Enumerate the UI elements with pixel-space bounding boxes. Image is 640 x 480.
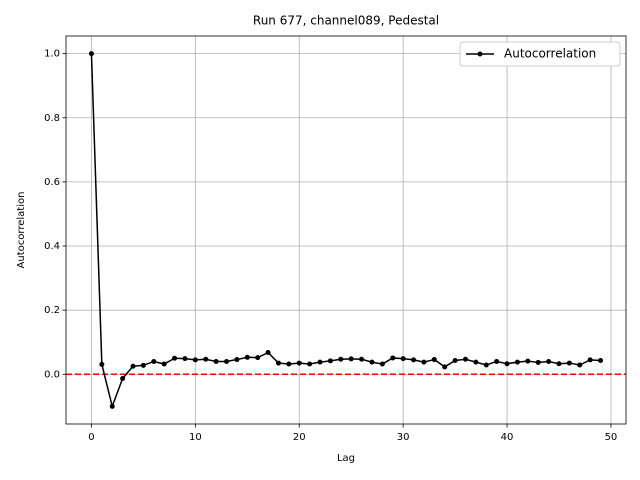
- x-tick-label: 20: [293, 432, 306, 443]
- point: [224, 358, 230, 364]
- point: [275, 360, 281, 366]
- y-tick-label: 0.8: [44, 113, 60, 124]
- point: [192, 357, 198, 363]
- point: [535, 359, 541, 365]
- point: [494, 358, 500, 364]
- point: [99, 361, 105, 367]
- point: [421, 359, 427, 365]
- y-axis-label: Autocorrelation: [16, 192, 27, 269]
- point: [577, 362, 583, 368]
- point: [348, 356, 354, 362]
- x-tick-label: 0: [88, 432, 94, 443]
- point: [244, 354, 250, 360]
- point: [109, 403, 115, 409]
- point: [452, 358, 458, 364]
- point: [462, 356, 468, 362]
- point: [213, 358, 219, 364]
- point: [390, 355, 396, 361]
- point: [265, 349, 271, 355]
- legend-marker: [477, 51, 483, 57]
- x-tick-label: 40: [501, 432, 514, 443]
- point: [203, 356, 209, 362]
- plot-frame: [65, 35, 627, 425]
- point: [400, 356, 406, 362]
- point: [379, 361, 385, 367]
- point: [359, 356, 365, 362]
- point: [546, 358, 552, 364]
- point: [296, 360, 302, 366]
- point: [286, 361, 292, 367]
- series-line: [90, 53, 601, 409]
- point: [317, 359, 323, 365]
- x-tick-label: 50: [605, 432, 618, 443]
- point: [556, 361, 562, 367]
- x-axis-label: Lag: [337, 453, 355, 464]
- x-tick-label: 10: [189, 432, 202, 443]
- point: [514, 359, 520, 365]
- y-tick-label: 1.0: [44, 49, 60, 60]
- point: [338, 356, 344, 362]
- point: [598, 358, 604, 364]
- point: [182, 356, 188, 362]
- y-tick-label: 0.0: [44, 369, 60, 380]
- point: [442, 364, 448, 370]
- chart-title: Run 677, channel089, Pedestal: [253, 14, 439, 28]
- point: [483, 362, 489, 368]
- point: [587, 357, 593, 363]
- point: [130, 363, 136, 369]
- point: [255, 355, 261, 361]
- x-tick-label: 30: [397, 432, 410, 443]
- legend-label: Autocorrelation: [504, 47, 596, 61]
- point: [473, 359, 479, 365]
- point: [525, 358, 531, 364]
- point: [307, 361, 313, 367]
- point: [120, 375, 126, 381]
- point: [431, 357, 437, 363]
- point: [161, 361, 167, 367]
- point: [327, 358, 333, 364]
- y-tick-label: 0.4: [44, 241, 60, 252]
- point: [411, 357, 417, 363]
- y-tick-label: 0.6: [44, 177, 60, 188]
- point: [504, 361, 510, 367]
- y-tick-label: 0.2: [44, 305, 60, 316]
- point: [151, 358, 157, 364]
- point: [88, 51, 94, 57]
- point: [566, 360, 572, 366]
- point: [369, 359, 375, 365]
- legend-box: [459, 41, 621, 67]
- point: [140, 362, 146, 368]
- point: [172, 355, 178, 361]
- point: [234, 357, 240, 363]
